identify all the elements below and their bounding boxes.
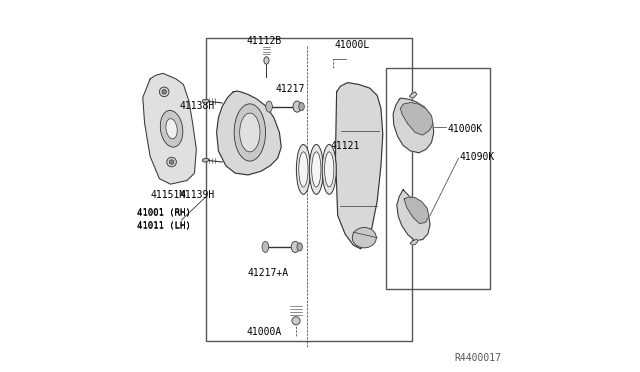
- Polygon shape: [401, 103, 433, 135]
- Text: 41112B: 41112B: [246, 36, 282, 46]
- Text: 41001 (RH): 41001 (RH): [137, 208, 191, 217]
- Ellipse shape: [297, 243, 303, 251]
- Text: 41090K: 41090K: [460, 152, 495, 162]
- Polygon shape: [216, 91, 281, 175]
- Ellipse shape: [262, 241, 269, 253]
- Ellipse shape: [293, 101, 301, 112]
- Polygon shape: [404, 197, 429, 224]
- Polygon shape: [143, 73, 196, 184]
- Text: 41001 (RH): 41001 (RH): [137, 209, 191, 218]
- Ellipse shape: [266, 101, 273, 112]
- Bar: [205, 38, 412, 341]
- Ellipse shape: [202, 99, 209, 103]
- Circle shape: [167, 157, 177, 167]
- Text: 41121: 41121: [330, 141, 360, 151]
- Polygon shape: [335, 83, 383, 249]
- Ellipse shape: [352, 228, 376, 248]
- Text: 41217+A: 41217+A: [248, 268, 289, 278]
- Polygon shape: [410, 92, 417, 98]
- Ellipse shape: [292, 317, 300, 325]
- Text: 41011 (LH): 41011 (LH): [137, 221, 191, 230]
- Text: 41000L: 41000L: [334, 40, 369, 50]
- Text: 41011 (LH): 41011 (LH): [137, 222, 191, 231]
- Ellipse shape: [322, 144, 336, 194]
- Bar: [387, 68, 490, 289]
- Ellipse shape: [240, 113, 260, 152]
- Text: 41000A: 41000A: [246, 327, 282, 337]
- Ellipse shape: [202, 158, 209, 162]
- Ellipse shape: [264, 57, 269, 64]
- Text: 41139H: 41139H: [180, 190, 215, 200]
- Polygon shape: [393, 98, 434, 153]
- Polygon shape: [410, 239, 418, 245]
- Ellipse shape: [296, 144, 310, 194]
- Ellipse shape: [312, 152, 321, 187]
- Ellipse shape: [299, 152, 308, 187]
- Circle shape: [170, 160, 174, 164]
- Circle shape: [159, 87, 169, 97]
- Ellipse shape: [309, 144, 323, 194]
- Polygon shape: [397, 190, 430, 241]
- Text: 41000K: 41000K: [447, 124, 483, 134]
- Ellipse shape: [234, 104, 266, 161]
- Ellipse shape: [166, 119, 177, 139]
- Ellipse shape: [291, 241, 300, 253]
- Ellipse shape: [324, 152, 334, 187]
- Text: 41138H: 41138H: [180, 100, 215, 110]
- Ellipse shape: [299, 103, 304, 111]
- Circle shape: [162, 90, 166, 94]
- Text: 41217: 41217: [275, 84, 305, 94]
- Ellipse shape: [160, 110, 183, 147]
- Text: R4400017: R4400017: [454, 353, 501, 363]
- Text: 41151M: 41151M: [151, 190, 186, 200]
